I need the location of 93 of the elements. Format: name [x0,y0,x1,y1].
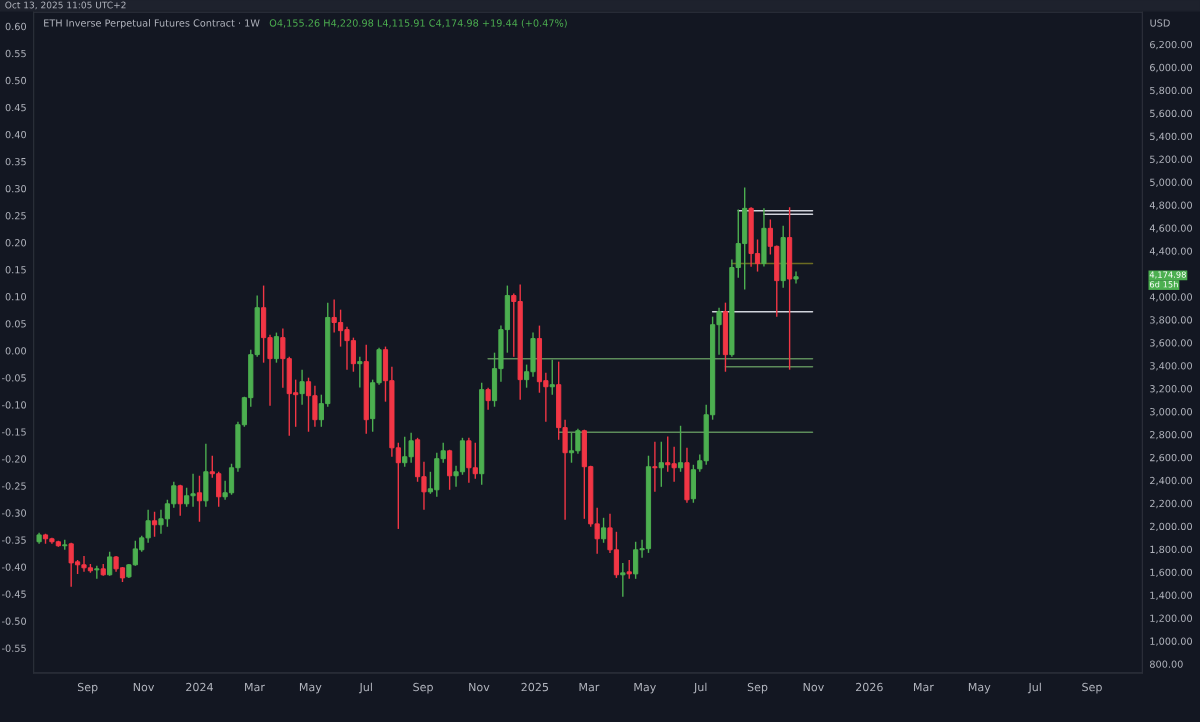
y-tick-label: 2,600.00 [1150,453,1192,463]
y2-tick-label: -0.35 [1,536,26,544]
y2-tick-label: 0.05 [5,320,26,328]
candlestick [151,511,158,538]
y-tick-label: 800.00 [1150,660,1183,668]
x-tick-label: Jul [358,682,372,694]
candlestick [177,484,183,517]
candlestick [620,562,626,598]
candlestick [793,270,799,285]
candlestick [652,441,658,493]
y-tick-label: 1,000.00 [1150,637,1192,646]
y-tick-label: 3,400.00 [1150,362,1192,371]
x-tick-label: Sep [747,682,768,694]
y2-tick-label: 0.15 [5,266,26,274]
y2-tick-label: -0.20 [1,455,27,463]
y-tick-label: 3,800.00 [1150,316,1192,325]
candlestick [94,565,100,580]
y-tick-label: 4,800.00 [1149,201,1192,210]
y2-tick-label: 0.20 [5,239,27,247]
y2-tick-label: -0.05 [1,374,26,382]
y-tick-label: 1,800.00 [1150,545,1192,555]
y2-tick-label: 0.30 [5,184,27,193]
candlestick [626,559,632,580]
candlestick [600,517,607,544]
y-tick-label: 2,000.00 [1150,522,1192,532]
candlestick [485,386,491,411]
x-tick-label: May [299,682,322,694]
text: Oct 13, 2025 11:05 UTC+2 [5,1,126,10]
y2-tick-label: 0.40 [5,130,27,139]
x-tick-label: May [968,682,991,694]
y2-tick-label: 0.00 [5,347,27,355]
candlestick [273,331,280,364]
candlestick [299,368,305,406]
x-tick-label: Mar [245,682,265,692]
x-tick-label: Nov [803,682,824,692]
y2-tick-label: 0.35 [5,157,26,166]
y2-tick-label: 0.60 [5,22,27,31]
y-tick-label: 3,600.00 [1150,339,1192,348]
y-tick-label: 5,200.00 [1150,155,1192,164]
y2-tick-label: -0.30 [1,509,27,517]
y2-tick-label: -0.10 [1,401,27,409]
x-tick-label: Sep [413,682,433,694]
y2-tick-label: -0.50 [1,617,27,625]
y-tick-label: 3,000.00 [1150,408,1192,417]
y-tick-label: 5,000.00 [1150,178,1192,187]
y-tick-label: 5,400.00 [1150,132,1192,142]
candlestick [549,358,555,396]
x-tick-label: Nov [469,682,490,692]
y2-tick-label: -0.15 [1,428,26,436]
text: ETH Inverse Perpetual Futures Contract · 1W [44,19,260,29]
x-tick-label: Sep [1082,682,1102,694]
text: 6d 15h [1149,281,1178,288]
y-tick-label: 4,400.00 [1149,247,1192,256]
y2-tick-label: -0.40 [1,563,27,571]
x-tick-label: 2025 [521,682,549,692]
y2-tick-label: 0.45 [5,103,26,112]
y-tick-label: 2,200.00 [1150,499,1192,509]
y-tick-label: 1,400.00 [1150,591,1192,600]
x-tick-label: Mar [914,682,934,692]
candlestick [107,551,113,577]
x-tick-label: 2026 [856,682,883,692]
y-axis-title: USD [1150,19,1170,27]
y-tick-label: 2,800.00 [1150,430,1192,440]
annotation: O4,155.26 H4,220.98 L4,115.91 C4,174.98 +19.44 (+0.47%) [269,19,567,28]
y-tick-label: 5,600.00 [1150,109,1192,119]
candlestick [196,475,203,523]
y2-tick-label: -0.25 [1,482,26,490]
y2-tick-label: 0.50 [5,76,27,85]
y-tick-label: 2,400.00 [1150,476,1192,486]
y-tick-label: 5,800.00 [1150,86,1192,96]
candlestick [658,441,664,488]
y2-tick-label: 0.55 [5,49,26,58]
y-tick-label: 1,600.00 [1150,568,1192,577]
y-tick-label: 4,600.00 [1149,224,1192,233]
x-tick-label: Jul [1027,682,1041,694]
x-tick-label: Nov [133,682,155,692]
y2-tick-label: -0.55 [1,644,26,652]
x-tick-label: Jul [693,682,707,694]
y-tick-label: 4,000.00 [1149,293,1192,302]
x-tick-label: Sep [77,682,98,694]
y-tick-label: 6,200.00 [1150,40,1192,50]
x-tick-label: May [634,682,656,694]
candlestick [677,425,684,473]
candlestick [357,356,363,389]
y2-tick-label: 0.25 [5,212,26,220]
y2-tick-label: 0.10 [5,293,27,301]
x-tick-label: 2024 [186,682,213,692]
y-tick-label: 1,200.00 [1150,614,1192,623]
y-tick-label: 3,200.00 [1150,385,1192,394]
x-tick-label: Mar [579,682,600,692]
y-tick-label: 6,000.00 [1150,63,1192,73]
y2-tick-label: -0.45 [1,590,26,598]
text: 4,174.98 [1149,271,1186,279]
